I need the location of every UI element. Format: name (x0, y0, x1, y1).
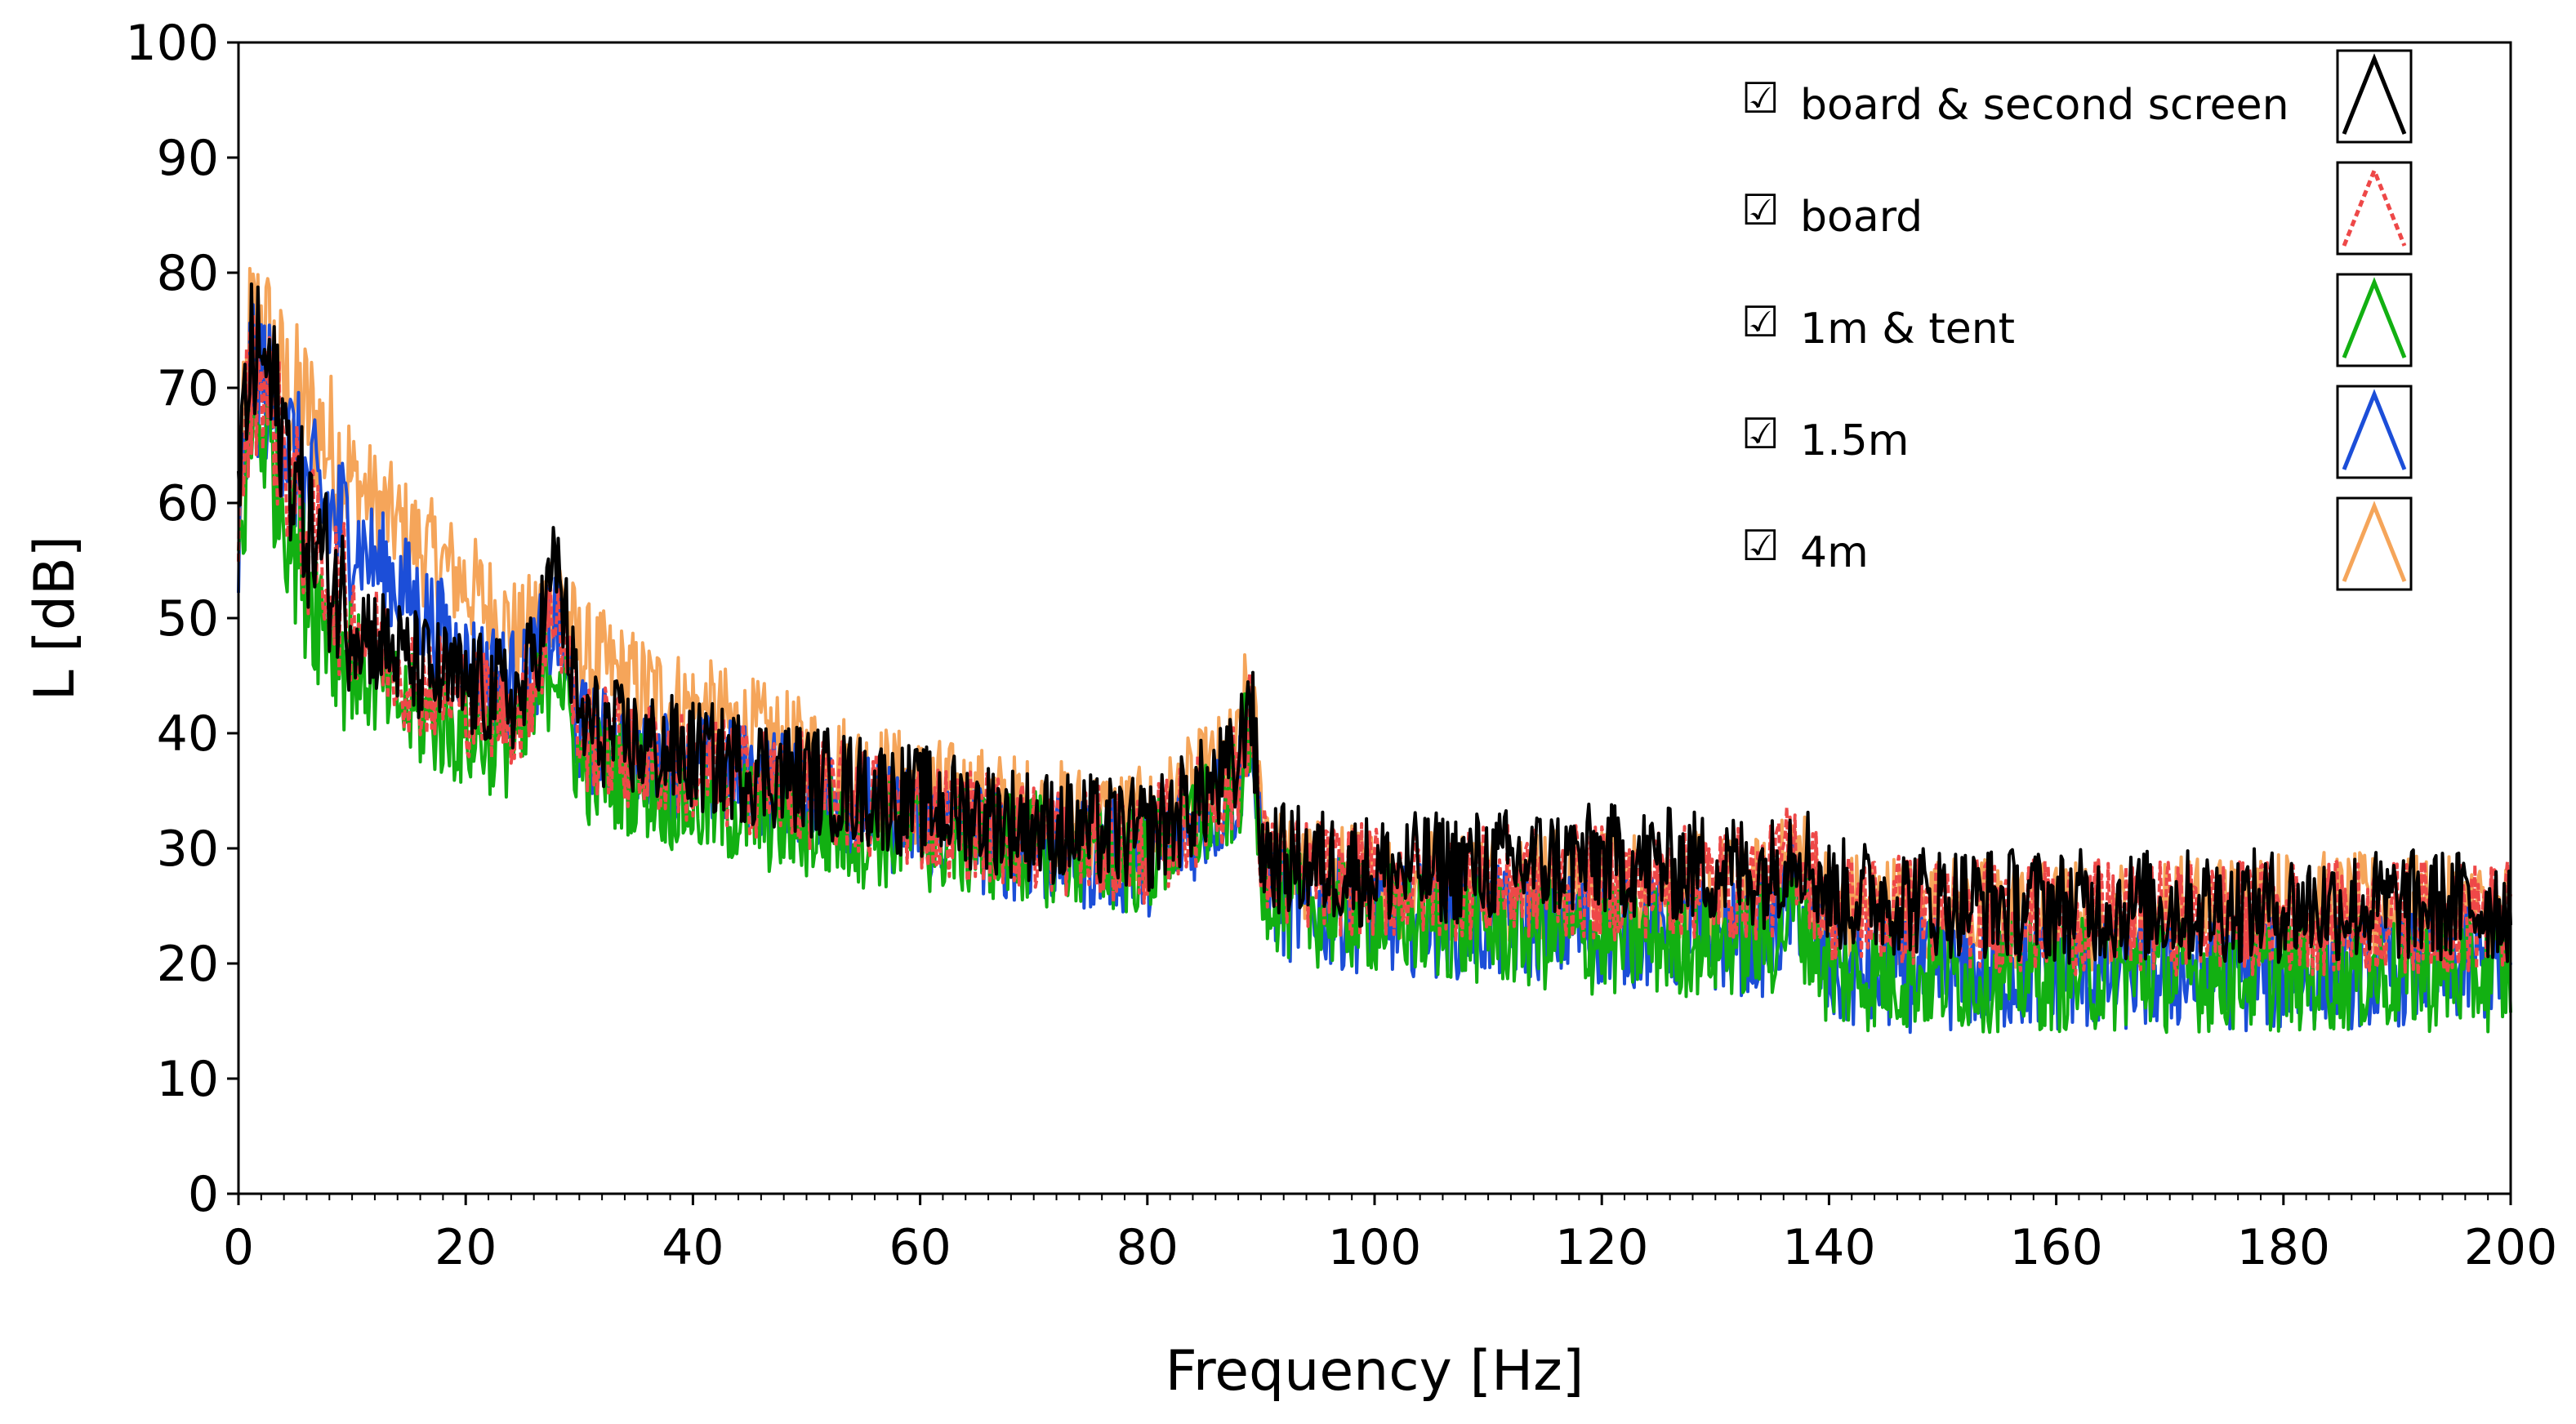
x-tick-label: 0 (223, 1219, 254, 1276)
x-tick-label: 140 (1782, 1219, 1876, 1276)
legend-checkbox[interactable]: ☑ (1741, 186, 1780, 235)
legend-checkbox[interactable]: ☑ (1741, 410, 1780, 459)
y-tick-label: 100 (125, 15, 219, 72)
legend-label: 1m & tent (1800, 305, 2015, 354)
x-tick-label: 160 (2009, 1219, 2103, 1276)
x-tick-label: 180 (2237, 1219, 2331, 1276)
legend-label: 4m (1800, 528, 1869, 577)
legend-swatch-box[interactable] (2336, 496, 2413, 591)
legend-swatch-glyph (2342, 165, 2407, 247)
x-tick-label: 40 (662, 1219, 724, 1276)
axis-layer: 0 20 40 60 80 100 120 140 160 180 200 0 10 20 30 40 50 60… (125, 15, 2557, 1276)
y-tick-label: 60 (157, 475, 219, 532)
y-tick-label: 80 (157, 245, 219, 302)
legend-swatch-glyph (2342, 389, 2407, 470)
x-tick-label: 200 (2464, 1219, 2558, 1276)
legend-checkbox[interactable]: ☑ (1741, 298, 1780, 347)
x-tick-label: 60 (889, 1219, 951, 1276)
y-tick-label: 0 (188, 1166, 219, 1223)
y-tick-label: 20 (157, 936, 219, 993)
series-layer (237, 266, 2512, 1035)
x-tick-label: 100 (1328, 1219, 1422, 1276)
legend-swatch-glyph (2342, 501, 2407, 582)
y-tick-label: 40 (157, 705, 219, 763)
y-tick-label: 30 (157, 821, 219, 878)
y-axis-title: L [dB] (23, 536, 87, 701)
legend-swatch-glyph (2342, 53, 2407, 135)
legend-swatch-glyph (2342, 277, 2407, 358)
y-tick-label: 50 (157, 590, 219, 647)
legend-swatch-box[interactable] (2336, 161, 2413, 256)
x-tick-label: 80 (1116, 1219, 1179, 1276)
x-axis-title: Frequency [Hz] (1165, 1339, 1584, 1404)
legend-checkbox[interactable]: ☑ (1741, 522, 1780, 571)
legend: ☑ board & second screen ☑ board ☑ 1m & tent ☑ 1… (1741, 49, 2413, 591)
y-tick-label: 70 (157, 360, 219, 417)
legend-checkbox[interactable]: ☑ (1741, 74, 1780, 123)
legend-swatch-box[interactable] (2336, 49, 2413, 144)
y-tick-label: 10 (157, 1051, 219, 1108)
legend-label: board (1800, 193, 1923, 242)
legend-swatch-box[interactable] (2336, 385, 2413, 479)
x-tick-label: 20 (435, 1219, 497, 1276)
series-line-board-second-screen (237, 282, 2512, 965)
legend-swatch-box[interactable] (2336, 273, 2413, 367)
x-tick-label: 120 (1555, 1219, 1649, 1276)
legend-label: board & second screen (1800, 81, 2289, 130)
legend-label: 1.5m (1800, 416, 1909, 465)
y-tick-label: 90 (157, 130, 219, 187)
